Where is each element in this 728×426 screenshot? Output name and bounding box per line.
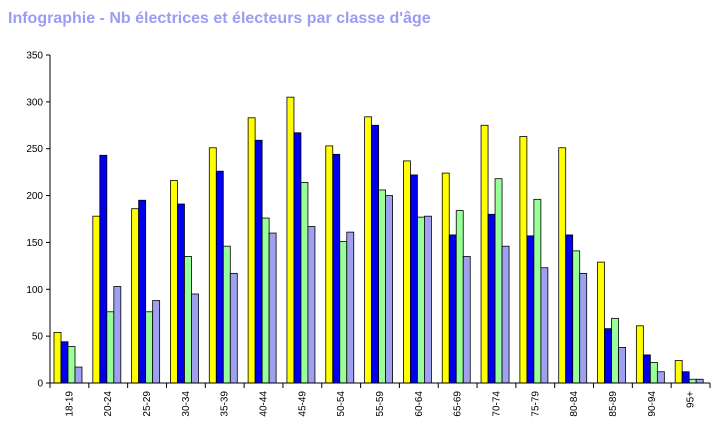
- axes-layer: [46, 54, 711, 388]
- bar-20-24-s1: [92, 215, 101, 384]
- bar-80-84-s1: [558, 147, 567, 384]
- x-tick-label: 90-94: [647, 391, 658, 417]
- bar-30-34-s3: [184, 256, 192, 384]
- bar-35-39-s3: [222, 245, 231, 384]
- bar-85-89-s4: [618, 346, 626, 384]
- bar-35-39-s2: [215, 170, 224, 384]
- bar-70-74-s3: [494, 178, 503, 384]
- bar-50-54-s1: [325, 145, 334, 384]
- bar-80-84-s4: [579, 272, 588, 384]
- x-tick-label: 35-39: [220, 391, 231, 417]
- bar-60-64-s1: [403, 160, 411, 384]
- x-tick-label: 60-64: [414, 391, 425, 417]
- bar-95+-s1: [674, 360, 683, 384]
- bar-18-19-s4: [74, 366, 83, 384]
- bar-18-19-s3: [67, 346, 76, 384]
- bar-30-34-s1: [170, 180, 178, 384]
- bar-85-89-s1: [597, 261, 605, 384]
- bar-80-84-s3: [572, 250, 581, 384]
- bar-40-44-s4: [268, 232, 277, 384]
- bar-18-19-s1: [53, 331, 62, 384]
- bar-65-69-s4: [462, 256, 471, 384]
- bar-75-79-s2: [526, 235, 535, 384]
- x-tick-label: 25-29: [142, 391, 153, 417]
- x-tick-label: 85-89: [608, 391, 619, 417]
- bar-70-74-s4: [501, 245, 510, 384]
- bar-75-79-s3: [533, 198, 542, 384]
- x-tick-label: 20-24: [103, 391, 114, 417]
- x-tick-label: 45-49: [297, 391, 308, 417]
- bar-55-59-s4: [385, 195, 393, 384]
- bar-40-44-s1: [247, 117, 256, 384]
- bar-45-49-s2: [293, 132, 302, 384]
- bar-25-29-s1: [131, 208, 140, 384]
- bar-20-24-s4: [113, 286, 122, 384]
- bar-95+-s4: [695, 378, 704, 384]
- bar-80-84-s2: [565, 234, 574, 384]
- bar-70-74-s1: [480, 124, 489, 384]
- bar-40-44-s3: [261, 217, 270, 384]
- y-tick-label: 150: [26, 238, 43, 249]
- x-tick-label: 75-79: [530, 391, 541, 417]
- bar-60-64-s2: [410, 174, 418, 384]
- chart-title: Infographie - Nb électrices et électeurs…: [8, 10, 431, 27]
- bar-75-79-s4: [540, 267, 549, 384]
- bar-65-69-s3: [455, 210, 464, 384]
- bar-65-69-s1: [441, 172, 450, 384]
- x-tick-label: 50-54: [336, 391, 347, 417]
- bar-25-29-s2: [138, 199, 147, 384]
- bar-45-49-s4: [307, 226, 316, 384]
- y-tick-label: 350: [26, 51, 43, 62]
- bar-90-94-s3: [649, 361, 658, 384]
- bar-45-49-s3: [300, 182, 309, 384]
- bar-40-44-s2: [254, 139, 263, 384]
- bar-85-89-s3: [611, 317, 619, 384]
- y-tick-label: 50: [32, 332, 44, 343]
- bar-55-59-s3: [378, 189, 386, 384]
- bar-25-29-s4: [152, 300, 161, 384]
- bar-65-69-s2: [448, 234, 457, 384]
- y-tick-label: 250: [26, 144, 43, 155]
- x-tick-label: 95+: [686, 391, 697, 408]
- bar-50-54-s4: [346, 231, 355, 384]
- bar-18-19-s2: [60, 341, 69, 384]
- bar-60-64-s4: [424, 215, 432, 384]
- x-tick-label: 18-19: [64, 391, 75, 417]
- bar-30-34-s2: [177, 203, 185, 384]
- y-tick-label: 200: [26, 191, 43, 202]
- bar-95+-s3: [688, 378, 697, 384]
- y-tick-label: 100: [26, 285, 43, 296]
- x-tick-label: 55-59: [375, 391, 386, 417]
- bar-70-74-s2: [487, 213, 496, 384]
- bar-90-94-s2: [642, 354, 651, 384]
- labels-layer: 0 50 100 150 200 250 300 350 18-19 20-24 25-29 30-3…: [26, 51, 696, 417]
- x-tick-label: 40-44: [259, 391, 270, 417]
- bar-55-59-s2: [371, 124, 379, 384]
- bar-25-29-s3: [145, 311, 154, 384]
- y-tick-label: 300: [26, 97, 43, 108]
- y-tick-label: 0: [37, 379, 43, 390]
- bar-50-54-s3: [339, 241, 348, 384]
- bar-20-24-s2: [99, 154, 108, 384]
- x-tick-label: 80-84: [569, 391, 580, 417]
- bar-35-39-s4: [229, 272, 238, 384]
- bars-layer: [53, 96, 704, 384]
- bar-85-89-s2: [604, 328, 612, 384]
- x-tick-label: 30-34: [181, 391, 192, 417]
- bar-20-24-s3: [106, 311, 115, 384]
- bar-95+-s2: [681, 371, 690, 384]
- x-tick-label: 65-69: [453, 391, 464, 417]
- bar-75-79-s1: [519, 136, 528, 384]
- bar-45-49-s1: [286, 96, 295, 384]
- bar-30-34-s4: [191, 293, 199, 384]
- bar-90-94-s1: [635, 325, 644, 384]
- x-tick-label: 70-74: [491, 391, 502, 417]
- bar-50-54-s2: [332, 153, 341, 384]
- bar-60-64-s3: [417, 216, 425, 384]
- bar-90-94-s4: [656, 371, 665, 384]
- bar-55-59-s1: [364, 116, 372, 384]
- bar-35-39-s1: [208, 147, 217, 384]
